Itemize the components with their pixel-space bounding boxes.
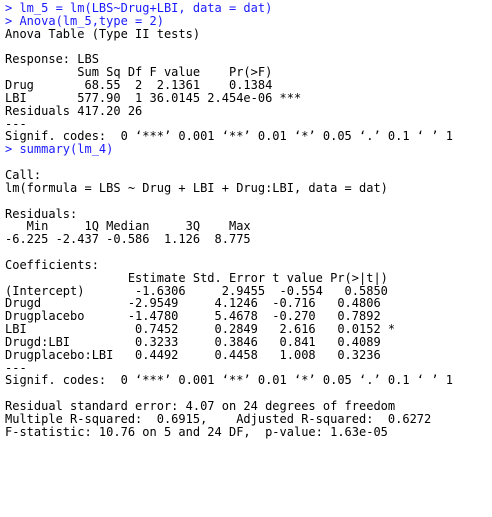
console-output-line: Coefficients: <box>5 257 99 272</box>
console-output-line: Signif. codes: 0 ‘***’ 0.001 ‘**’ 0.01 ‘… <box>5 129 453 144</box>
console-output-line: lm(formula = LBS ~ Drug + LBI + Drug:LBI… <box>5 180 388 195</box>
console-command: > lm_5 = lm(LBS~Drug+LBI, data = dat) <box>5 1 273 15</box>
console-output-line: -6.225 -2.437 -0.586 1.126 8.775 <box>5 232 258 247</box>
console-output-line <box>5 195 492 208</box>
console-output-line: Residual standard error: 4.07 on 24 degr… <box>5 399 396 414</box>
console-output-line: Call: <box>5 167 42 182</box>
console-output-line: Drugplacebo -1.4780 5.4678 -0.270 0.7892 <box>5 309 396 324</box>
console-output-line: LBI 0.7452 0.2849 2.616 0.0152 * <box>5 322 396 337</box>
console-command: > Anova(lm_5,type = 2) <box>5 13 164 28</box>
console-output-line: LBI 577.90 1 36.0145 2.454e-06 *** <box>5 90 302 105</box>
console-output-line: F-statistic: 10.76 on 5 and 24 DF, p-val… <box>5 424 388 439</box>
console-output-line <box>5 156 492 169</box>
console-output-line: Drugplacebo:LBI 0.4492 0.4458 1.008 0.32… <box>5 347 396 362</box>
console-output-line: Anova Table (Type II tests) <box>5 26 201 41</box>
console-output-line: Drug 68.55 2 2.1361 0.1384 <box>5 78 302 93</box>
console-output-line: (Intercept) -1.6306 2.9455 -0.554 0.5850 <box>5 283 403 298</box>
console-output-line: Multiple R-squared: 0.6915, Adjusted R-s… <box>5 412 439 426</box>
console-command: > summary(lm_4) <box>5 142 114 157</box>
console-output-line: Signif. codes: 0 ‘***’ 0.001 ‘**’ 0.01 ‘… <box>5 373 453 388</box>
console-output-line: Min 1Q Median 3Q Max <box>5 219 258 234</box>
console-output-line: Sum Sq Df F value Pr(>F) <box>5 65 302 80</box>
console-output-line: Estimate Std. Error t value Pr(>|t|) <box>5 270 403 285</box>
console-output-line: Drugd:LBI 0.3233 0.3846 0.841 0.4089 <box>5 334 396 349</box>
console-output-line: Residuals 417.20 26 <box>5 103 302 118</box>
console-output-line: --- <box>5 116 27 131</box>
console-output-line: --- <box>5 360 27 375</box>
console-output-line: Drugd -2.9549 4.1246 -0.716 0.4806 <box>5 296 396 311</box>
console-output-line: Residuals: <box>5 206 78 221</box>
console-output-line <box>5 246 492 259</box>
console-output-line: Response: LBS <box>5 52 99 67</box>
